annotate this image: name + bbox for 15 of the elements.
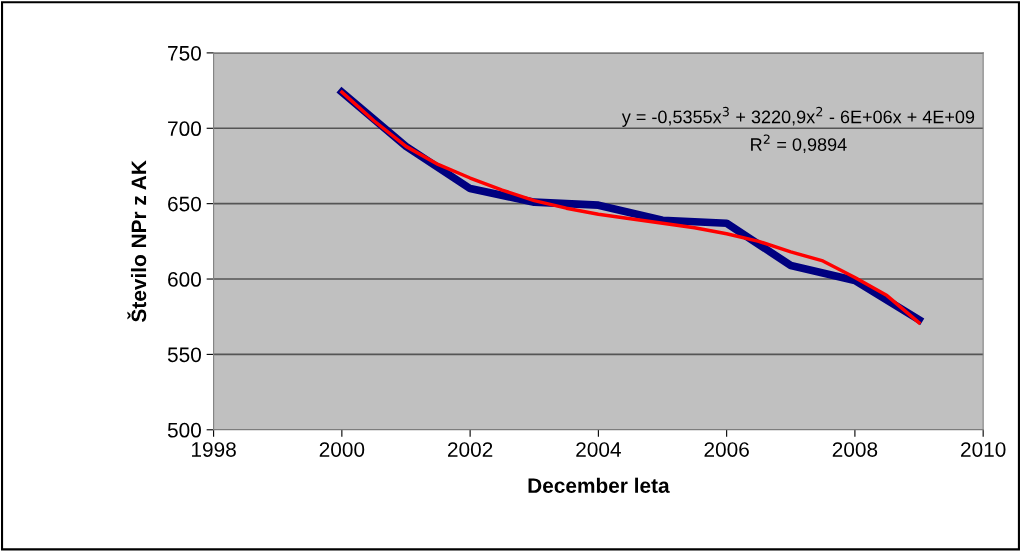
x-tick-label: 2000	[319, 442, 365, 457]
x-tick-label: 1998	[192, 442, 236, 457]
x-tick-label: 2010	[961, 442, 1006, 457]
x-tick-label: 2002	[448, 442, 493, 457]
y-axis-title: Število NPr z AK	[127, 160, 147, 322]
x-tick-label: 2006	[704, 442, 749, 457]
y-tick-label: 700	[168, 121, 201, 137]
x-tick-label: 2004	[576, 442, 621, 457]
y-tick-label: 750	[168, 45, 201, 61]
y-tick-label: 500	[167, 422, 201, 438]
x-axis-title: December leta	[528, 477, 670, 493]
x-tick-label: 2008	[832, 442, 878, 457]
y-tick-label: 600	[168, 272, 201, 287]
y-tick-label: 650	[168, 196, 201, 212]
y-tick-label: 550	[167, 347, 201, 363]
